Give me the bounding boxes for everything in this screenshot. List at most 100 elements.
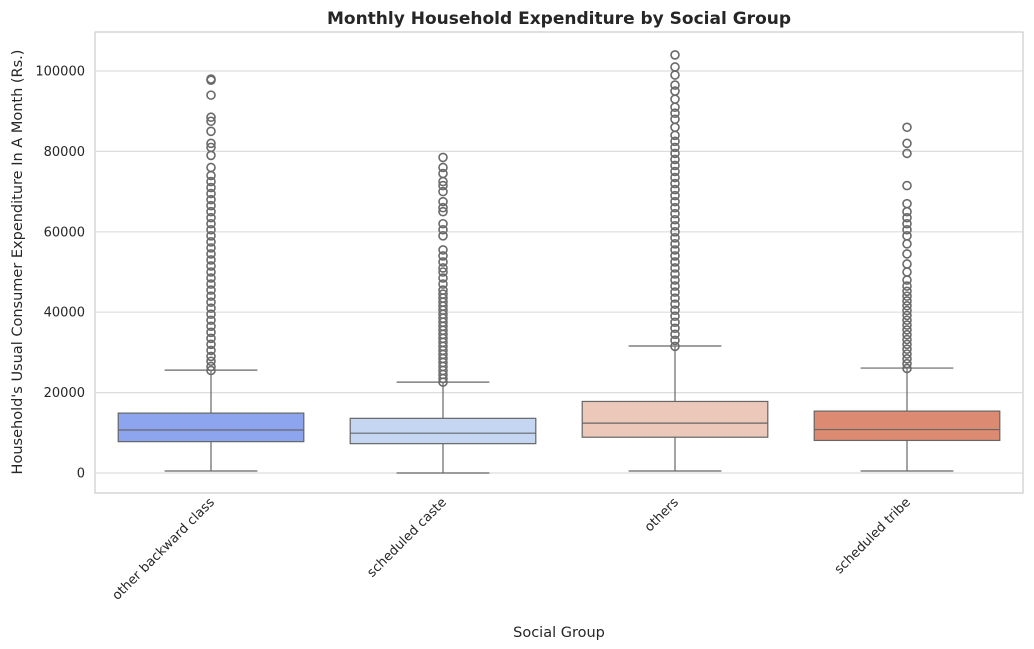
- outlier-point: [206, 206, 216, 217]
- outlier-point: [206, 315, 216, 326]
- outlier-point: [206, 267, 216, 277]
- outlier-point: [670, 305, 680, 315]
- outlier-point: [206, 218, 216, 229]
- outlier-point: [206, 291, 216, 301]
- outlier-point: [670, 160, 680, 171]
- outlier-point: [206, 162, 216, 173]
- outlier-point: [902, 249, 912, 259]
- outlier-point: [902, 291, 912, 301]
- outlier-point: [670, 196, 680, 207]
- outlier-point: [902, 358, 912, 369]
- outlier-point: [902, 198, 912, 209]
- outlier-point: [438, 267, 448, 277]
- y-tick-label: 60000: [44, 225, 85, 240]
- outlier-point: [670, 341, 680, 352]
- outlier-point: [206, 176, 216, 187]
- x-tick-label: scheduled caste: [365, 495, 450, 580]
- outlier-point: [206, 116, 216, 127]
- outlier-point: [206, 339, 216, 350]
- iqr-box: [813, 410, 1001, 442]
- outlier-point: [670, 184, 680, 195]
- y-tick-label: 80000: [44, 145, 85, 160]
- outlier-point: [902, 305, 912, 316]
- outlier-point: [670, 287, 680, 297]
- box-group: [349, 152, 537, 474]
- outlier-point: [206, 194, 216, 205]
- outlier-point: [670, 172, 680, 183]
- outlier-point: [670, 80, 680, 90]
- outlier-point: [206, 112, 216, 123]
- outlier-point: [206, 333, 216, 344]
- outlier-point: [902, 224, 912, 235]
- outlier-point: [670, 239, 680, 249]
- box-group: [117, 74, 305, 472]
- x-tick-label: other backward class: [110, 495, 218, 603]
- outlier-point: [902, 281, 912, 291]
- y-tick-label: 100000: [35, 65, 85, 80]
- outlier-point: [206, 327, 216, 338]
- outlier-point: [670, 166, 680, 177]
- y-tick-label: 40000: [44, 306, 85, 321]
- box-group: [581, 50, 769, 472]
- outlier-point: [670, 202, 680, 213]
- outlier-point: [670, 208, 680, 219]
- outlier-point: [670, 220, 680, 231]
- outlier-point: [206, 361, 216, 372]
- outlier-point: [670, 311, 680, 322]
- outlier-point: [902, 180, 912, 191]
- outlier-point: [670, 323, 680, 334]
- outlier-point: [670, 136, 680, 147]
- outlier-point: [670, 335, 680, 346]
- chart-title: Monthly Household Expenditure by Social …: [327, 9, 791, 29]
- outlier-point: [206, 303, 216, 313]
- outlier-point: [438, 251, 448, 261]
- outlier-point: [902, 259, 912, 269]
- outlier-point: [438, 196, 448, 207]
- outlier-point: [438, 186, 448, 197]
- outlier-point: [438, 257, 448, 267]
- outlier-point: [670, 281, 680, 291]
- outlier-point: [206, 212, 216, 223]
- outlier-point: [206, 356, 216, 367]
- outlier-point: [206, 182, 216, 193]
- outlier-point: [902, 329, 912, 340]
- outlier-point: [206, 365, 216, 376]
- outlier-point: [206, 74, 216, 84]
- outlier-point: [206, 142, 216, 153]
- outlier-point: [670, 62, 680, 72]
- y-axis-label: Household's Usual Consumer Expenditure I…: [10, 50, 26, 475]
- outlier-point: [206, 309, 216, 320]
- outlier-point: [670, 108, 680, 119]
- outlier-point: [902, 148, 912, 159]
- outlier-point: [902, 231, 912, 241]
- outlier-point: [670, 114, 680, 125]
- y-tick-label: 20000: [44, 386, 85, 401]
- outlier-point: [438, 180, 448, 191]
- outlier-point: [902, 300, 912, 311]
- x-tick-label: scheduled tribe: [832, 495, 914, 577]
- x-tick-label: others: [642, 495, 682, 535]
- outlier-point: [206, 90, 216, 100]
- outlier-point: [438, 206, 448, 217]
- box-group: [813, 122, 1001, 472]
- outlier-point: [902, 296, 912, 306]
- iqr-box: [581, 400, 769, 438]
- outlier-point: [206, 321, 216, 332]
- outlier-point: [902, 138, 912, 149]
- outlier-point: [206, 138, 216, 149]
- gridlines: [95, 70, 1023, 474]
- outlier-point: [670, 214, 680, 225]
- outlier-point: [438, 279, 448, 289]
- outlier-point: [902, 349, 912, 359]
- outlier-point: [206, 126, 216, 137]
- outlier-point: [438, 273, 448, 283]
- outlier-point: [902, 339, 912, 350]
- outlier-point: [902, 122, 912, 133]
- y-tick-label: 0: [77, 467, 85, 482]
- iqr-box: [349, 417, 537, 445]
- outlier-point: [206, 279, 216, 289]
- outlier-point: [670, 293, 680, 303]
- outlier-point: [902, 363, 912, 374]
- outlier-point: [438, 152, 448, 163]
